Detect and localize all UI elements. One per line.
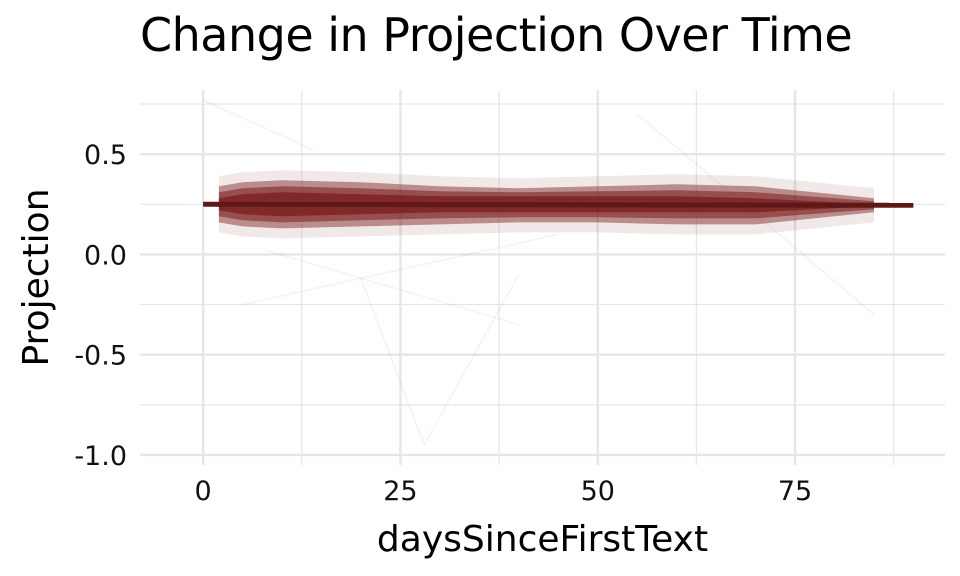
y-tick-label: 0.5 <box>84 140 127 171</box>
x-tick-label: 75 <box>778 476 812 507</box>
stray-trajectory <box>423 274 520 446</box>
y-tick-label: -1.0 <box>74 441 127 472</box>
x-tick-label: 0 <box>195 476 212 507</box>
series-layer <box>203 201 914 208</box>
stray-trajectory <box>636 113 875 316</box>
stray-trajectory <box>202 99 314 151</box>
y-tick-label: -0.5 <box>74 341 127 372</box>
grid <box>140 90 945 465</box>
tick-labels: -1.0 -0.5 0.0 0.5 0 25 50 75 <box>74 140 812 507</box>
x-tick-label: 25 <box>383 476 417 507</box>
x-axis-title: daysSinceFirstText <box>377 519 708 560</box>
y-tick-label: 0.0 <box>84 240 127 271</box>
mean-trend-line <box>203 201 914 208</box>
stray-trajectory <box>266 249 520 326</box>
trajectory-band <box>202 99 875 446</box>
x-tick-label: 50 <box>581 476 615 507</box>
y-axis-title: Projection <box>16 188 57 366</box>
stray-trajectory <box>360 278 425 446</box>
chart-title: Change in Projection Over Time <box>140 8 853 62</box>
stray-trajectory <box>242 233 559 306</box>
